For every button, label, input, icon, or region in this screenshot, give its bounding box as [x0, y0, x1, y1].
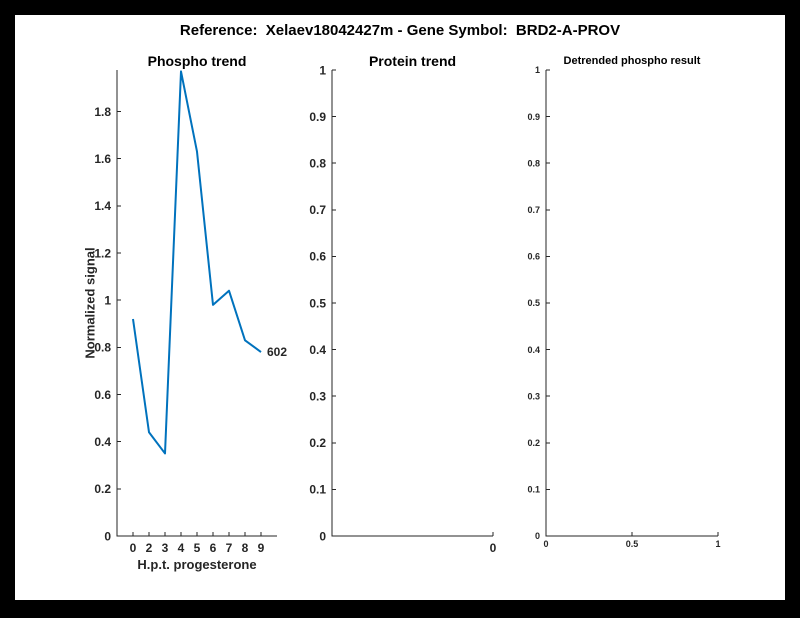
- protein-trend-title: Protein trend: [368, 53, 457, 69]
- y-tick-label: 0.4: [309, 343, 326, 357]
- y-tick-label: 0: [319, 529, 326, 543]
- x-tick-label: 7: [226, 541, 233, 555]
- y-tick-label: 1: [319, 63, 326, 77]
- y-tick-label: 0.7: [527, 205, 540, 215]
- y-tick-label: 0.6: [527, 252, 540, 262]
- x-tick-label: 9: [258, 541, 265, 555]
- x-tick-label: 0: [490, 541, 497, 555]
- trend-line: [132, 70, 262, 455]
- y-tick-label: 0.8: [309, 157, 326, 171]
- axes-lines: [331, 70, 493, 537]
- x-tick-label: 5: [194, 541, 201, 555]
- detrended-phospho-chart: 0 0.1 0.2 0.3 0.4 0.5 0.6 0.7 0.8 0.9 1 0 0.5 1: [527, 65, 720, 549]
- y-tick-label: 0.3: [527, 391, 540, 401]
- y-tick-label: 0.1: [309, 483, 326, 497]
- x-tick-label: 6: [210, 541, 217, 555]
- y-tick-label: 0.3: [309, 390, 326, 404]
- x-tick-label: 4: [178, 541, 185, 555]
- x-tick-label: 2: [146, 541, 153, 555]
- x-tick-label: 0: [543, 539, 548, 549]
- y-tick-label: 0.4: [527, 345, 540, 355]
- x-tick-label: 8: [242, 541, 249, 555]
- y-axis-label: Normalized signal: [82, 247, 98, 359]
- y-tick-label: 0.8: [94, 341, 111, 355]
- x-tick-label: 0.5: [626, 539, 639, 549]
- phospho-trend-title: Phospho trend: [147, 53, 247, 69]
- y-tick-label: 0.4: [94, 435, 111, 449]
- y-tick-label: 0.2: [309, 436, 326, 450]
- y-tick-label: 1.2: [94, 246, 111, 260]
- y-tick-label: 0.6: [94, 388, 111, 402]
- figure-title: Reference: Xelaev18042427m - Gene Symbol…: [179, 22, 621, 39]
- y-tick-label: 0: [104, 529, 111, 543]
- y-tick-label: 0: [535, 531, 540, 541]
- y-tick-label: 0.6: [309, 250, 326, 264]
- y-tick-label: 1.6: [94, 152, 111, 166]
- series-end-annotation: 602: [267, 345, 287, 359]
- y-tick-label: 1.8: [94, 105, 111, 119]
- x-tick-label: 3: [162, 541, 169, 555]
- x-tick-label: 1: [715, 539, 720, 549]
- y-tick-label: 1.4: [94, 199, 111, 213]
- x-axis-label: H.p.t. progesterone: [137, 557, 257, 572]
- protein-trend-chart: 0 0.1 0.2 0.3 0.4 0.5 0.6 0.7 0.8 0.9 1 0: [309, 63, 496, 555]
- y-tick-label: 0.5: [309, 296, 326, 310]
- x-tick-label: 0: [130, 541, 137, 555]
- y-tick-label: 0.2: [527, 438, 540, 448]
- y-tick-label: 0.9: [309, 110, 326, 124]
- detrended-phospho-title: Detrended phospho result: [563, 55, 701, 67]
- y-tick-label: 0.1: [527, 485, 540, 495]
- axes-lines: [116, 70, 277, 537]
- y-tick-label: 0.8: [527, 158, 540, 168]
- y-tick-label: 0.2: [94, 482, 111, 496]
- y-tick-label: 1: [104, 293, 111, 307]
- y-tick-label: 0.9: [527, 112, 540, 122]
- y-tick-label: 0.5: [527, 298, 540, 308]
- matlab-figure-canvas: Reference: Xelaev18042427m - Gene Symbol…: [15, 15, 785, 600]
- y-tick-label: 0.7: [309, 203, 326, 217]
- y-tick-label: 1: [535, 65, 540, 75]
- axes-lines: [545, 70, 718, 537]
